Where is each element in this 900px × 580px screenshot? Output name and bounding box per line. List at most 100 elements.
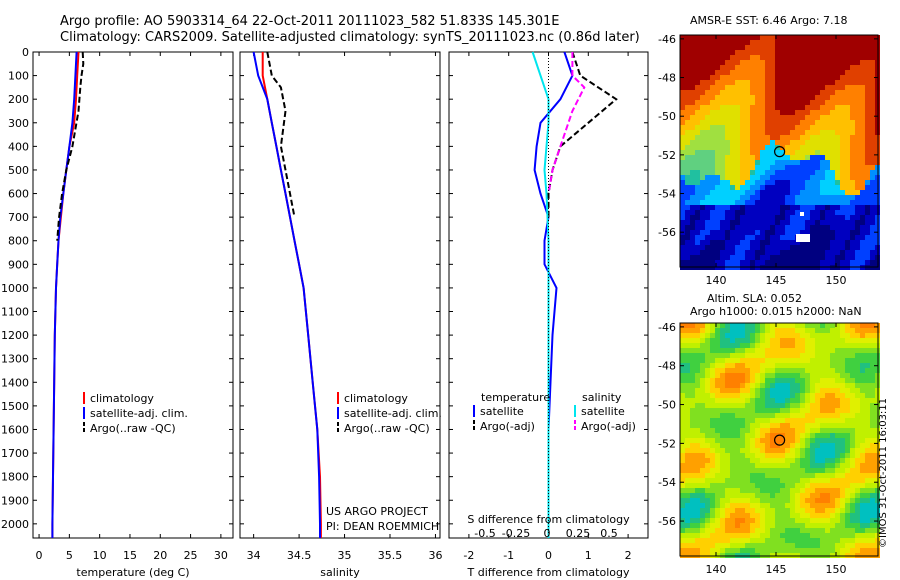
map-cell xyxy=(750,458,755,463)
map-cell xyxy=(695,170,700,175)
map-cell xyxy=(845,165,850,170)
map-cell xyxy=(705,433,710,438)
map-cell xyxy=(750,225,755,230)
map-cell xyxy=(780,373,785,378)
map-cell xyxy=(755,488,760,493)
map-cell xyxy=(740,338,745,343)
map-cell xyxy=(790,70,795,75)
map-cell xyxy=(780,260,785,265)
map-cell xyxy=(715,543,720,548)
map-cell xyxy=(765,428,770,433)
map-cell xyxy=(720,250,725,255)
map-cell xyxy=(800,508,805,513)
map-cell xyxy=(760,205,765,210)
map-cell xyxy=(845,240,850,245)
map-cell xyxy=(740,518,745,523)
map-cell xyxy=(735,135,740,140)
map-cell xyxy=(740,190,745,195)
map-cell xyxy=(720,75,725,80)
map-cell xyxy=(830,70,835,75)
map-cell xyxy=(735,110,740,115)
map-cell xyxy=(805,423,810,428)
map-cell xyxy=(815,473,820,478)
map-cell xyxy=(750,180,755,185)
map-cell xyxy=(865,523,870,528)
map-cell xyxy=(820,378,825,383)
map-cell xyxy=(755,95,760,100)
map-cell xyxy=(865,120,870,125)
map-cell xyxy=(680,468,685,473)
map-cell xyxy=(840,105,845,110)
map-cell xyxy=(795,363,800,368)
map-cell xyxy=(855,343,860,348)
map-x-tick-label: 150 xyxy=(826,274,847,287)
map-cell xyxy=(790,448,795,453)
map-cell xyxy=(780,393,785,398)
map-cell xyxy=(815,513,820,518)
map-cell xyxy=(760,408,765,413)
map-cell xyxy=(775,398,780,403)
map-cell xyxy=(860,443,865,448)
map-cell xyxy=(770,418,775,423)
map-cell xyxy=(820,358,825,363)
legend-label: climatology xyxy=(90,392,154,405)
map-cell xyxy=(770,230,775,235)
map-cell xyxy=(715,150,720,155)
map-cell xyxy=(750,165,755,170)
map-cell xyxy=(765,180,770,185)
map-cell xyxy=(870,185,875,190)
map-cell xyxy=(770,145,775,150)
map-cell xyxy=(825,170,830,175)
map-cell xyxy=(780,378,785,383)
map-cell xyxy=(720,503,725,508)
map-cell xyxy=(680,130,685,135)
map-cell xyxy=(825,453,830,458)
map-cell xyxy=(745,388,750,393)
map-cell xyxy=(685,255,690,260)
map-cell xyxy=(865,423,870,428)
map-cell xyxy=(820,80,825,85)
map-cell xyxy=(705,45,710,50)
map-cell xyxy=(760,175,765,180)
map-cell xyxy=(850,353,855,358)
map-cell xyxy=(785,130,790,135)
map-cell xyxy=(730,453,735,458)
map-cell xyxy=(695,235,700,240)
map-cell xyxy=(735,408,740,413)
map-cell xyxy=(735,145,740,150)
map-cell xyxy=(680,165,685,170)
x-tick-label: 25 xyxy=(184,549,198,562)
x-tick-label: 30 xyxy=(214,549,228,562)
map-cell xyxy=(865,548,870,553)
map-cell xyxy=(705,140,710,145)
map-cell xyxy=(835,170,840,175)
map-cell xyxy=(735,225,740,230)
map-cell xyxy=(790,145,795,150)
map-cell xyxy=(710,220,715,225)
map-cell xyxy=(860,40,865,45)
map-cell xyxy=(860,175,865,180)
map-cell xyxy=(830,438,835,443)
map-cell xyxy=(850,260,855,265)
map-cell xyxy=(730,90,735,95)
map-cell xyxy=(770,190,775,195)
map-cell xyxy=(820,200,825,205)
map-cell xyxy=(800,45,805,50)
map-cell xyxy=(855,398,860,403)
map-cell xyxy=(725,463,730,468)
map-cell xyxy=(680,443,685,448)
map-cell xyxy=(855,170,860,175)
map-cell xyxy=(715,503,720,508)
map-cell xyxy=(725,403,730,408)
series-line xyxy=(531,51,550,538)
map-cell xyxy=(765,60,770,65)
map-cell xyxy=(855,245,860,250)
map-cell xyxy=(840,170,845,175)
map-cell xyxy=(790,190,795,195)
map-cell xyxy=(745,260,750,265)
map-cell xyxy=(705,498,710,503)
map-cell xyxy=(820,45,825,50)
map-cell xyxy=(805,478,810,483)
map-cell xyxy=(755,423,760,428)
map-cell xyxy=(785,338,790,343)
